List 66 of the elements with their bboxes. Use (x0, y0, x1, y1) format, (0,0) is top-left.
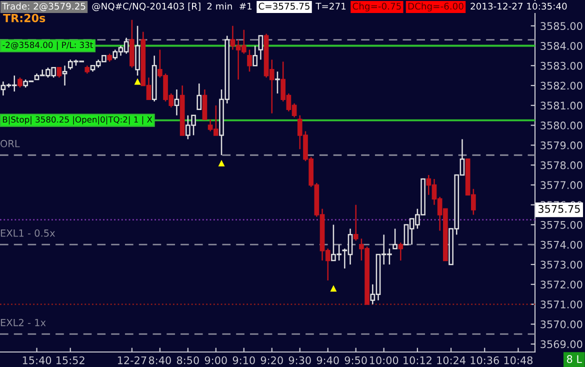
y-tick-label: 3585.00 (540, 22, 582, 30)
y-tick-label: 3574.00 (540, 240, 582, 249)
annotation: T=271 (316, 2, 346, 10)
candlestick (275, 70, 280, 94)
candlestick (247, 49, 252, 72)
annotation: Chg=-0.75 (352, 2, 401, 12)
x-tick-label: 8:40 (148, 356, 171, 364)
annotation: 2 min (207, 2, 232, 10)
x-tick-label: 9:50 (344, 356, 367, 364)
ref-line-label: EXL1 - 0.5x (0, 229, 55, 237)
y-tick-label: 3583.00 (540, 62, 582, 70)
ref-line-label: B|Stop| 3580.25 |Open|0|TQ:2| 1 | X (2, 116, 152, 124)
point (218, 160, 225, 166)
candlestick (258, 35, 264, 60)
x-tick-label: 9:40 (316, 356, 339, 364)
point (134, 78, 141, 85)
candlestick (392, 228, 398, 250)
candlestick (56, 66, 62, 78)
y-tick-label: 3569.00 (540, 340, 582, 348)
x-tick-label: 15:52 (56, 356, 84, 364)
y-tick-label: 3571.00 (540, 300, 582, 308)
annotation: 2013-12-27 10:35:40 (470, 2, 567, 10)
text: 8 L (566, 355, 582, 364)
y-tick-label: 3581.00 (540, 102, 582, 110)
y-tick-label: 3572.00 (540, 280, 582, 288)
x-tick-label: 9:30 (288, 356, 311, 364)
y-tick-label: 3579.00 (540, 141, 582, 150)
y-tick-label: 3584.00 (540, 42, 582, 50)
ref-line-label: -2@3584.00 | P/L: 33t (2, 42, 93, 50)
candlestick (196, 82, 202, 110)
annotation: C=3575.75 (258, 2, 310, 10)
x-tick-label: 9:20 (260, 356, 283, 364)
candlestick (252, 45, 258, 66)
candlestick (202, 88, 208, 120)
candlestick (398, 242, 404, 262)
y-tick-label: 3580.00 (540, 122, 582, 130)
point (330, 285, 337, 292)
x-tick-label: 12-27 (118, 356, 146, 364)
x-tick-label: 15:40 (22, 356, 52, 364)
annotation: #1 (240, 2, 252, 10)
text: 3575.75 (538, 204, 580, 213)
y-tick-label: 3578.00 (540, 161, 582, 170)
x-tick-label: 9:00 (204, 356, 227, 364)
y-tick-label: 3573.00 (540, 260, 582, 269)
annotation: DChg=-6.00 (408, 2, 464, 12)
candlestick (174, 88, 180, 116)
candlestick (62, 65, 68, 86)
y-tick-label: 3575.00 (540, 220, 582, 229)
candlestick (135, 25, 140, 76)
ref-line-label: ORL (0, 140, 20, 148)
candlestick (353, 204, 358, 242)
x-tick-label: 10:24 (437, 356, 466, 364)
x-tick-label: 10:48 (504, 356, 533, 364)
x-tick-label: 9:10 (232, 356, 255, 364)
y-tick-label: 3582.00 (540, 82, 582, 90)
x-tick-label: 10:36 (470, 356, 499, 364)
x-tick-label: 10:00 (370, 356, 398, 364)
annotation: @NQ#C/NQ-201403 [R] (92, 2, 200, 12)
annotation: TR:20s (3, 14, 46, 22)
y-tick-label: 3570.00 (540, 320, 582, 328)
x-tick-label: 8:50 (176, 356, 199, 364)
x-tick-label: 10:12 (404, 356, 432, 364)
y-tick-label: 3577.00 (540, 181, 582, 190)
candlestick (18, 76, 22, 88)
annotation: Trade: 2@3579.25 (2, 2, 86, 12)
ref-line-label: EXL2 - 1x (0, 318, 46, 326)
